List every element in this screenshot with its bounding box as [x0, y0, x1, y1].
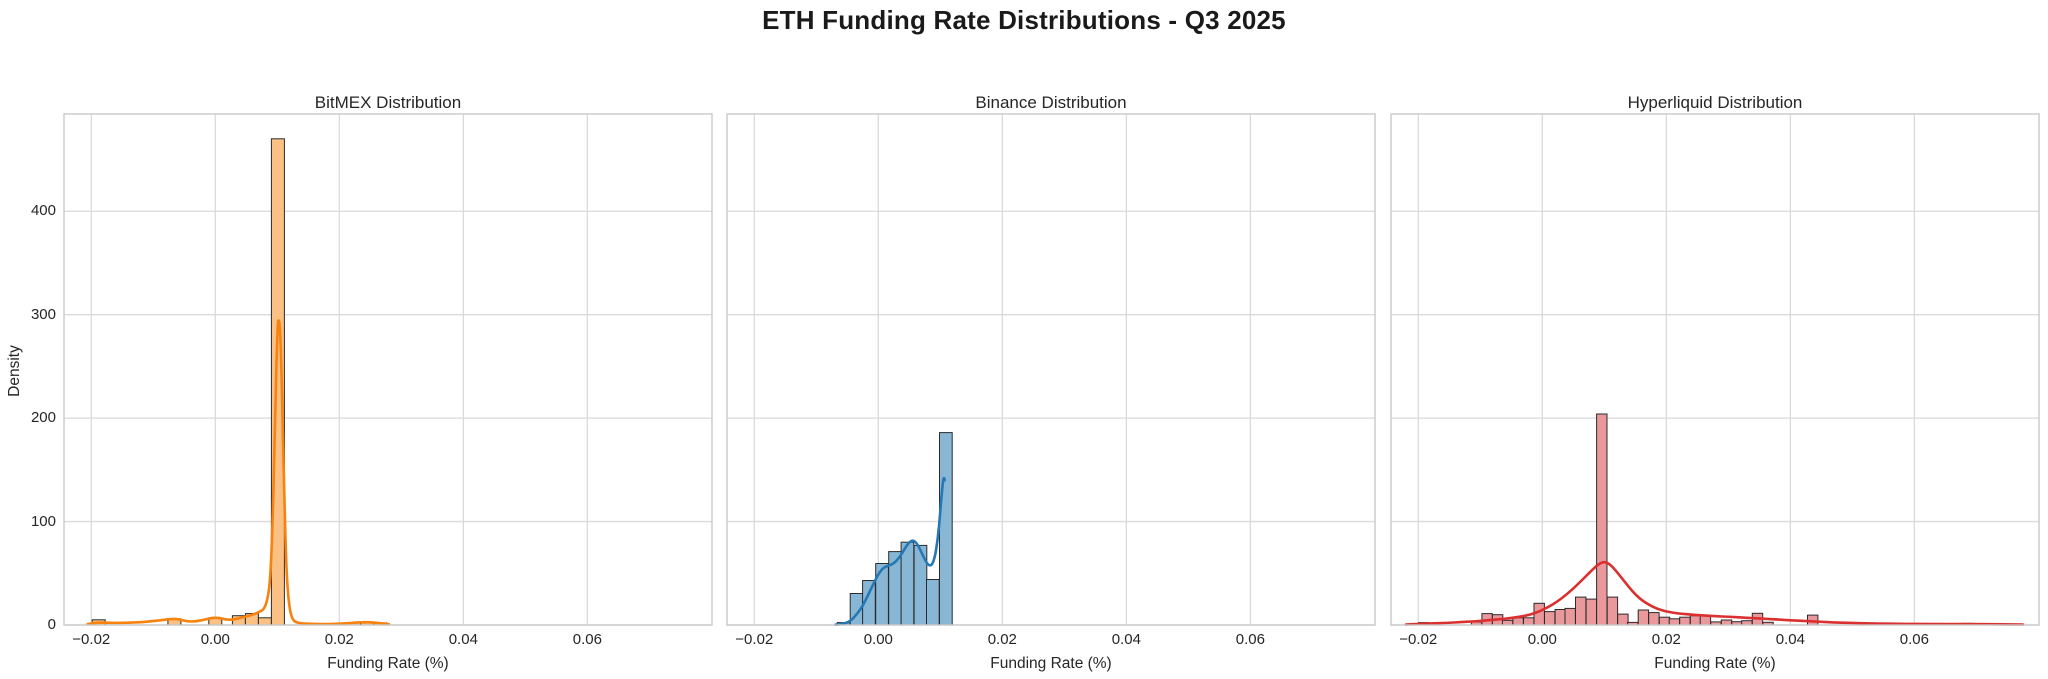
- x-tick-label: 0.04: [1775, 631, 1805, 648]
- histogram-bar: [1648, 612, 1660, 626]
- subplot-title-bitmex: BitMEX Distribution: [314, 93, 462, 112]
- histogram-bar: [1544, 611, 1556, 626]
- x-tick-label: 0.00: [863, 631, 893, 648]
- histogram-bar: [1585, 598, 1597, 626]
- histogram-bar: [939, 432, 953, 626]
- histogram-bar: [1668, 618, 1681, 626]
- x-axis-label-hyperliquid: Funding Rate (%): [1654, 655, 1776, 672]
- kde-curve: [834, 476, 946, 626]
- x-tick-label: 0.02: [324, 631, 354, 648]
- histogram-bar: [1575, 596, 1587, 626]
- x-tick-label: 0.06: [572, 631, 602, 648]
- subplot-title-binance: Binance Distribution: [975, 93, 1127, 112]
- y-tick-label: 200: [30, 409, 56, 427]
- x-tick-label: 0.04: [1111, 631, 1141, 648]
- histogram-bar: [1617, 613, 1629, 626]
- x-axis-label-bitmex: Funding Rate (%): [327, 655, 449, 672]
- x-tick-label: 0.00: [1527, 631, 1557, 648]
- histogram-bar: [926, 579, 940, 626]
- figure-title: ETH Funding Rate Distributions - Q3 2025: [762, 5, 1286, 35]
- subplot-bitmex: [63, 113, 713, 626]
- histogram-bar: [1564, 607, 1576, 626]
- histogram-bar: [1596, 413, 1608, 626]
- histogram-bar: [1720, 619, 1733, 626]
- histogram-bar: [1512, 617, 1524, 626]
- subplot-hyperliquid: [1390, 113, 2040, 626]
- x-tick-label: −0.02: [1399, 631, 1438, 648]
- y-tick-label: 400: [30, 202, 56, 220]
- histogram-bar: [257, 617, 272, 626]
- axes-spines: [726, 113, 1376, 626]
- histogram-bar: [1606, 596, 1619, 626]
- histogram-bar: [1523, 617, 1535, 626]
- histogram-bar: [1658, 616, 1671, 626]
- histogram-bar: [1554, 609, 1566, 626]
- y-tick-label: 100: [30, 512, 56, 530]
- histogram-bar: [900, 541, 915, 626]
- kde-curve: [1404, 560, 2025, 626]
- x-tick-label: 0.02: [987, 631, 1017, 648]
- kde-curve: [86, 319, 391, 626]
- axes-spines: [63, 113, 713, 626]
- x-tick-label: −0.02: [72, 631, 111, 648]
- histogram-bar: [1689, 615, 1702, 626]
- x-axis-label-binance: Funding Rate (%): [990, 655, 1112, 672]
- x-tick-label: 0.04: [448, 631, 478, 648]
- histogram-bar: [875, 563, 889, 626]
- histogram-bar: [1679, 616, 1691, 626]
- y-tick-label: 300: [30, 305, 56, 323]
- x-tick-label: 0.02: [1651, 631, 1681, 648]
- y-tick-label: 0: [47, 616, 56, 633]
- x-tick-label: 0.06: [1235, 631, 1265, 648]
- axes-spines: [1390, 113, 2040, 626]
- x-tick-label: −0.02: [735, 631, 774, 648]
- subplot-title-hyperliquid: Hyperliquid Distribution: [1627, 93, 1803, 112]
- x-tick-label: 0.06: [1899, 631, 1929, 648]
- histogram-bar: [1699, 615, 1712, 626]
- x-tick-label: 0.00: [200, 631, 230, 648]
- histogram-bar: [1637, 609, 1650, 626]
- subplot-binance: [726, 113, 1376, 626]
- histogram-bar: [1501, 619, 1514, 626]
